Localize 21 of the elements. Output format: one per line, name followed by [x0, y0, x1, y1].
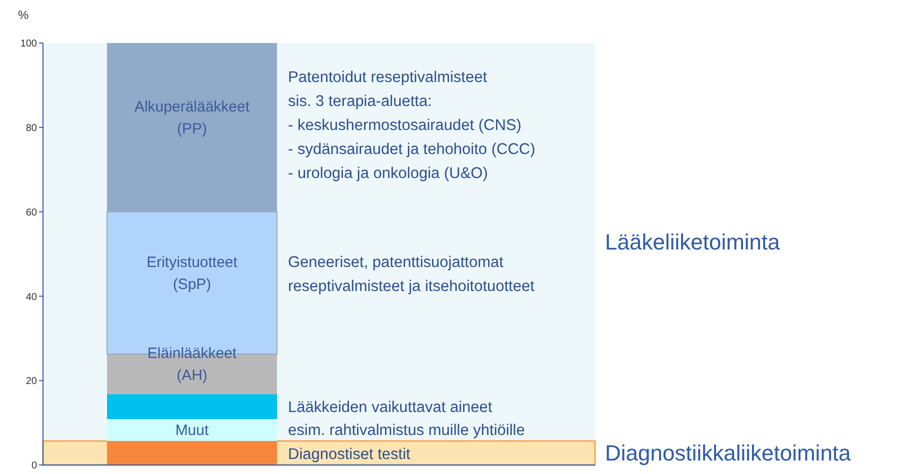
y-axis-title: %: [18, 8, 29, 22]
annotation: Diagnostiset testit: [288, 446, 412, 462]
series-label: Eläinlääkkeet (AH): [147, 344, 238, 384]
annotation: esim. rahtivalmistus muille yhtiöille: [288, 422, 525, 438]
series-label: Muut: [175, 421, 210, 438]
annotation: Patentoidut reseptivalmisteet sis. 3 terapia-aluetta: - keskushermostosairaudet (CNS) - sydänsairaudet ja tehohoito (CCC) - urologia ja onkologia (U&O): [288, 68, 536, 182]
series-label: Erityistuotteet (SpP): [146, 253, 238, 292]
bar: [107, 394, 277, 419]
y-tick-label: 80: [26, 122, 38, 134]
bar: [107, 440, 277, 465]
y-tick-label: 100: [20, 38, 38, 50]
y-tick-label: 20: [26, 376, 38, 388]
y-tick-label: 60: [26, 207, 38, 218]
band-label: Diagnostiikkaliiketoiminta: [605, 440, 852, 466]
band-label: Lääkeliiketoiminta: [605, 229, 781, 254]
y-tick-label: 40: [26, 292, 38, 303]
annotation: Lääkkeiden vaikuttavat aineet: [288, 398, 493, 416]
annotation: Geneeriset, patenttisuojattomat reseptivalmisteet ja itsehoitotuotteet: [288, 254, 536, 294]
y-tick-label: 0: [31, 460, 38, 472]
series-label: Alkuperälääkkeet (PP): [134, 98, 250, 137]
bar: [107, 419, 277, 441]
